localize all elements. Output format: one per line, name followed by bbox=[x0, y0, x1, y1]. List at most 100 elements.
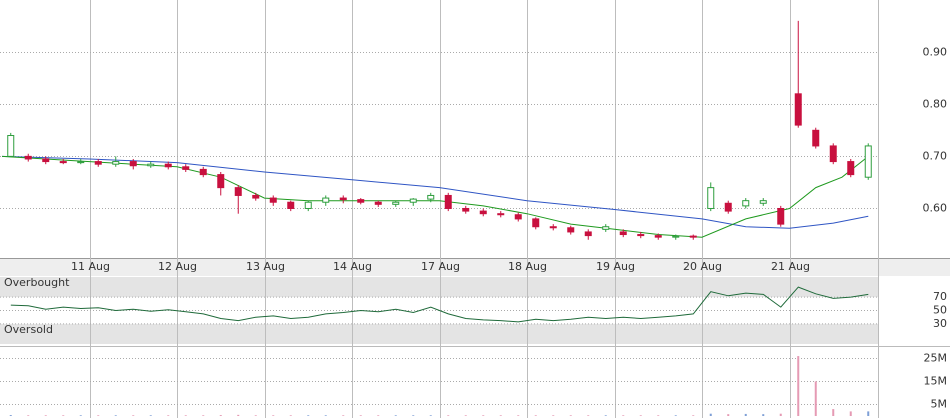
x-tick-label: 14 Aug bbox=[333, 260, 372, 273]
volume-bar bbox=[342, 415, 345, 416]
candle-body bbox=[637, 234, 645, 237]
candle-body bbox=[112, 161, 120, 165]
candle-body bbox=[234, 187, 242, 196]
candle-body bbox=[77, 161, 85, 164]
candle-body bbox=[777, 207, 785, 225]
volume-bar bbox=[219, 415, 222, 416]
candle-body bbox=[707, 187, 715, 209]
candle-body bbox=[602, 226, 610, 230]
volume-bar bbox=[324, 415, 327, 416]
candle-body bbox=[339, 197, 347, 201]
x-tick-label: 11 Aug bbox=[71, 260, 110, 273]
candle-body bbox=[287, 201, 295, 209]
volume-bar bbox=[132, 415, 135, 416]
candle-body bbox=[479, 210, 487, 215]
candle-body bbox=[7, 135, 15, 157]
candle-body bbox=[567, 227, 575, 233]
candle-body bbox=[549, 226, 557, 229]
volume-bar bbox=[289, 415, 292, 416]
volume-bar bbox=[569, 415, 572, 416]
y-tick-label: 0.70 bbox=[923, 150, 948, 163]
volume-bar bbox=[482, 415, 485, 416]
volume-bar bbox=[27, 415, 30, 416]
rsi-line bbox=[10, 286, 869, 323]
candle-body bbox=[322, 197, 330, 203]
candle-body bbox=[619, 231, 627, 236]
volume-bar bbox=[639, 415, 642, 416]
volume-bar bbox=[254, 415, 257, 416]
candle-body bbox=[794, 93, 802, 126]
volume-bar bbox=[657, 415, 660, 416]
candle-body bbox=[392, 201, 400, 205]
candle-body bbox=[374, 201, 382, 205]
candle-body bbox=[164, 163, 172, 168]
candle-body bbox=[24, 155, 32, 160]
candle-body bbox=[357, 199, 365, 203]
x-tick-label: 13 Aug bbox=[246, 260, 285, 273]
candle-body bbox=[42, 158, 50, 163]
candle-body bbox=[427, 194, 435, 200]
volume-bar bbox=[674, 415, 677, 416]
candle-body bbox=[742, 200, 750, 207]
volume-bar bbox=[499, 415, 502, 416]
candle-body bbox=[444, 194, 452, 209]
volume-bar bbox=[517, 415, 520, 416]
x-tick-label: 12 Aug bbox=[158, 260, 197, 273]
y-tick-label: 0.80 bbox=[923, 98, 948, 111]
candle-body bbox=[514, 214, 522, 220]
volume-bar bbox=[412, 415, 415, 416]
candle-body bbox=[864, 145, 872, 178]
volume-bar bbox=[814, 381, 817, 416]
candle-body bbox=[847, 161, 855, 176]
candle-body bbox=[129, 161, 137, 167]
rsi-band bbox=[0, 323, 878, 344]
y-tick-label: 0.60 bbox=[923, 202, 948, 215]
volume-bar bbox=[394, 415, 397, 416]
candle-body bbox=[462, 207, 470, 212]
volume-bar bbox=[9, 415, 12, 416]
volume-bar bbox=[692, 415, 695, 416]
candle-body bbox=[304, 201, 312, 209]
volume-bar bbox=[62, 415, 65, 416]
volume-bar bbox=[79, 415, 82, 416]
candle-body bbox=[94, 161, 102, 165]
y-tick-label: 0.90 bbox=[923, 46, 948, 59]
y-tick-label: 25M bbox=[924, 352, 948, 365]
candle-body bbox=[689, 235, 697, 238]
y-tick-label: 70 bbox=[933, 290, 947, 303]
volume-bar bbox=[744, 413, 747, 416]
volume-bar bbox=[464, 415, 467, 416]
candle-body bbox=[269, 197, 277, 203]
candle-body bbox=[654, 235, 662, 238]
volume-bar bbox=[447, 415, 450, 416]
rsi-band-label: Oversold bbox=[4, 323, 53, 336]
volume-bar bbox=[797, 356, 800, 416]
x-axis-strip bbox=[0, 258, 950, 276]
y-tick-label: 15M bbox=[924, 375, 948, 388]
volume-bar bbox=[114, 415, 117, 416]
candle-body bbox=[252, 194, 260, 199]
volume-bar bbox=[44, 415, 47, 416]
volume-bar bbox=[167, 415, 170, 416]
volume-bar bbox=[849, 411, 852, 416]
volume-bar bbox=[867, 411, 870, 416]
candle-body bbox=[217, 174, 225, 189]
volume-bar bbox=[237, 414, 240, 416]
x-tick-label: 17 Aug bbox=[421, 260, 460, 273]
volume-bar bbox=[762, 414, 765, 416]
volume-bar bbox=[832, 409, 835, 416]
volume-bar bbox=[149, 415, 152, 416]
candle-body bbox=[759, 200, 767, 204]
y-tick-label: 5M bbox=[931, 398, 948, 411]
candle-body bbox=[409, 198, 417, 203]
volume-bar bbox=[779, 413, 782, 416]
volume-bar bbox=[377, 415, 380, 416]
y-tick-label: 50 bbox=[933, 304, 947, 317]
volume-bar bbox=[587, 415, 590, 416]
rsi-band bbox=[0, 277, 878, 298]
volume-bar bbox=[429, 415, 432, 416]
volume-bar bbox=[604, 415, 607, 416]
